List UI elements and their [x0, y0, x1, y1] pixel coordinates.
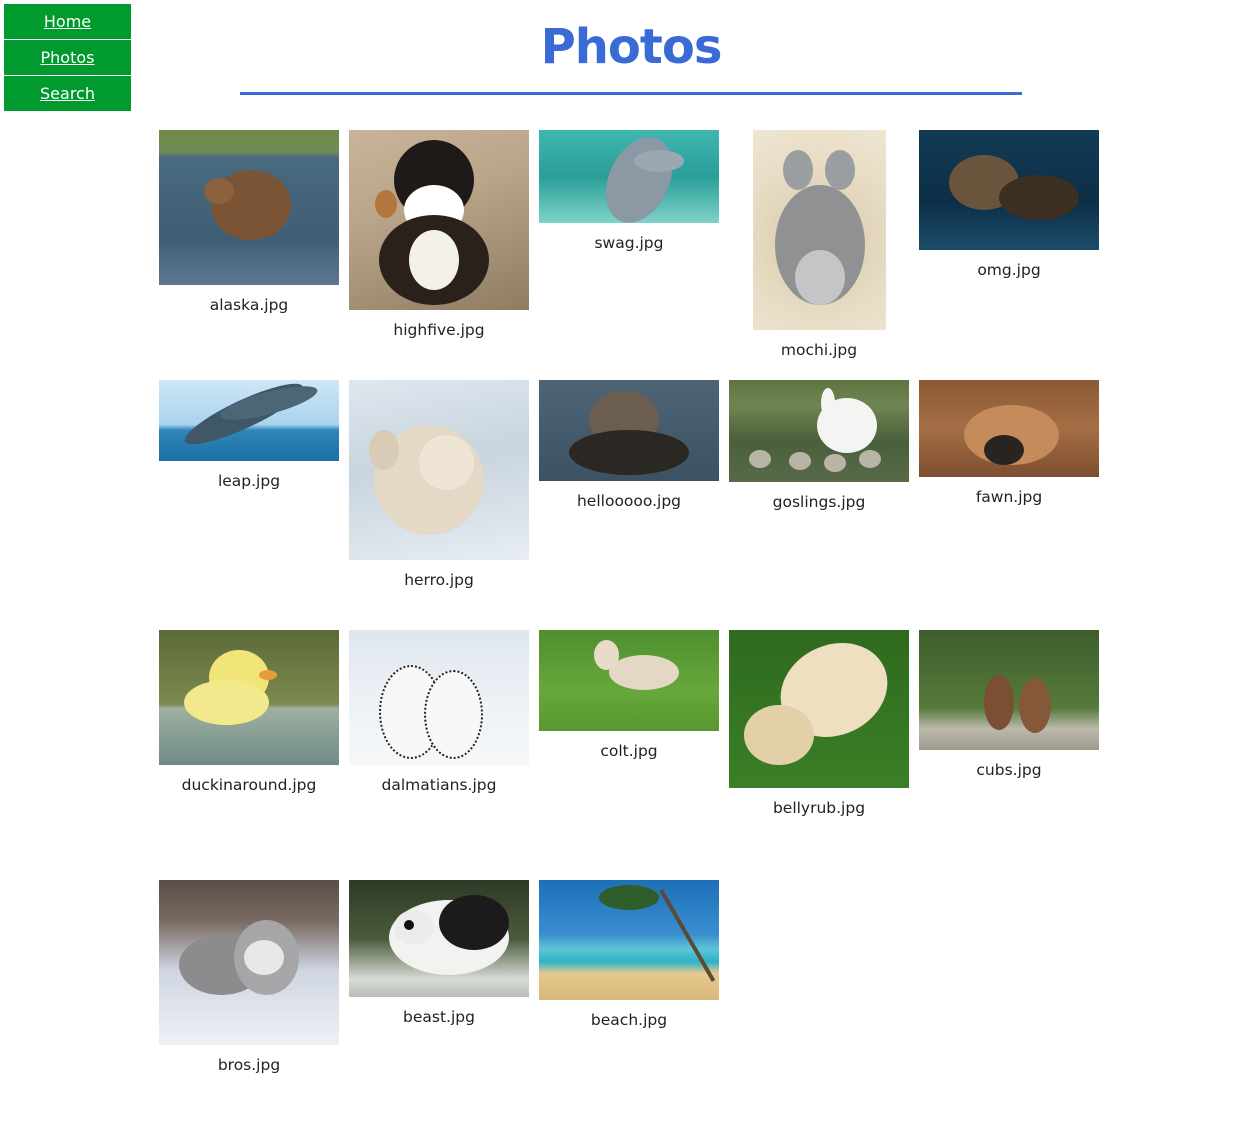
photo-item[interactable]: herro.jpg: [349, 380, 529, 590]
gallery-row: duckinaround.jpg dalmatians.jpg colt.jpg…: [159, 630, 1109, 880]
photo-thumbnail-hellooooo[interactable]: [539, 380, 719, 481]
photo-thumbnail-leap[interactable]: [159, 380, 339, 461]
gallery-row: leap.jpg herro.jpg hellooooo.jpg: [159, 380, 1109, 630]
photo-thumbnail-mochi[interactable]: [752, 130, 886, 330]
photo-caption: highfive.jpg: [393, 321, 485, 339]
photo-thumbnail-colt[interactable]: [539, 630, 719, 731]
photo-item[interactable]: dalmatians.jpg: [349, 630, 529, 795]
photo-thumbnail-fawn[interactable]: [919, 380, 1099, 477]
photo-caption: herro.jpg: [404, 571, 474, 589]
gallery-row: bros.jpg beast.jpg beach.jpg: [159, 880, 1109, 1130]
photo-thumbnail-duckinaround[interactable]: [159, 630, 339, 765]
photo-thumbnail-beast[interactable]: [349, 880, 529, 997]
photo-caption: duckinaround.jpg: [181, 776, 317, 794]
photo-caption: colt.jpg: [600, 742, 658, 760]
gallery-row: alaska.jpg highfive.jpg swag.jpg: [159, 130, 1109, 380]
photo-thumbnail-alaska[interactable]: [159, 130, 339, 285]
photo-caption: beast.jpg: [403, 1008, 475, 1026]
photo-item[interactable]: duckinaround.jpg: [159, 630, 339, 795]
photo-caption: hellooooo.jpg: [576, 492, 682, 510]
photo-item[interactable]: cubs.jpg: [919, 630, 1099, 780]
photo-item[interactable]: highfive.jpg: [349, 130, 529, 340]
photo-item[interactable]: mochi.jpg: [729, 130, 909, 360]
photo-item[interactable]: bros.jpg: [159, 880, 339, 1075]
photo-item[interactable]: alaska.jpg: [159, 130, 339, 315]
photo-thumbnail-herro[interactable]: [349, 380, 529, 560]
photo-thumbnail-dalmatians[interactable]: [349, 630, 529, 765]
photo-thumbnail-goslings[interactable]: [729, 380, 909, 482]
photo-thumbnail-bellyrub[interactable]: [729, 630, 909, 788]
photo-item[interactable]: beast.jpg: [349, 880, 529, 1027]
photo-thumbnail-cubs[interactable]: [919, 630, 1099, 750]
photo-caption: omg.jpg: [977, 261, 1041, 279]
photo-thumbnail-bros[interactable]: [159, 880, 339, 1045]
photo-caption: swag.jpg: [594, 234, 664, 252]
photo-item[interactable]: hellooooo.jpg: [539, 380, 719, 511]
photo-item[interactable]: beach.jpg: [539, 880, 719, 1030]
photo-thumbnail-beach[interactable]: [539, 880, 719, 1000]
photo-caption: bellyrub.jpg: [772, 799, 866, 817]
photo-item[interactable]: leap.jpg: [159, 380, 339, 491]
photo-caption: dalmatians.jpg: [381, 776, 497, 794]
title-divider: [240, 92, 1022, 95]
photo-caption: alaska.jpg: [209, 296, 289, 314]
side-nav: Home Photos Search: [4, 4, 131, 112]
photo-item[interactable]: bellyrub.jpg: [729, 630, 909, 818]
photo-item[interactable]: fawn.jpg: [919, 380, 1099, 507]
photo-caption: mochi.jpg: [780, 341, 858, 359]
photo-caption: bros.jpg: [217, 1056, 281, 1074]
photo-item[interactable]: omg.jpg: [919, 130, 1099, 280]
page-title: Photos: [540, 19, 723, 75]
photo-thumbnail-swag[interactable]: [539, 130, 719, 223]
photo-caption: leap.jpg: [217, 472, 281, 490]
photo-gallery: alaska.jpg highfive.jpg swag.jpg: [159, 130, 1109, 1130]
nav-link-search[interactable]: Search: [4, 76, 131, 111]
photo-item[interactable]: colt.jpg: [539, 630, 719, 761]
photo-item[interactable]: goslings.jpg: [729, 380, 909, 512]
nav-link-photos[interactable]: Photos: [4, 40, 131, 75]
photo-item[interactable]: swag.jpg: [539, 130, 719, 253]
nav-link-home[interactable]: Home: [4, 4, 131, 39]
photo-caption: fawn.jpg: [975, 488, 1043, 506]
photo-caption: cubs.jpg: [976, 761, 1042, 779]
photo-caption: beach.jpg: [590, 1011, 668, 1029]
photo-thumbnail-highfive[interactable]: [349, 130, 529, 310]
photo-caption: goslings.jpg: [772, 493, 866, 511]
photo-thumbnail-omg[interactable]: [919, 130, 1099, 250]
